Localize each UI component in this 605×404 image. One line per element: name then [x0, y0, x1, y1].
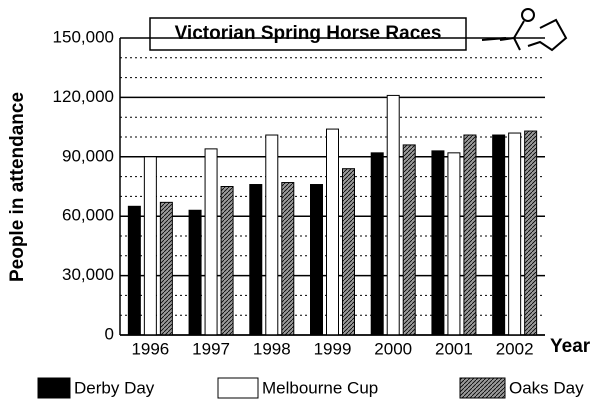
bar-hatch — [464, 135, 476, 335]
bar — [144, 157, 156, 335]
legend-swatch — [218, 378, 258, 398]
bar — [509, 133, 521, 335]
bar — [128, 206, 140, 335]
bar — [205, 149, 217, 335]
y-tick-label: 90,000 — [62, 146, 114, 165]
x-axis-title: Year — [550, 336, 591, 357]
legend-label: Melbourne Cup — [262, 378, 378, 397]
bar — [266, 135, 278, 335]
chart-title: Victorian Spring Horse Races — [175, 23, 442, 44]
bar-hatch — [282, 183, 294, 335]
legend-hatch — [460, 378, 505, 398]
x-tick-label: 1999 — [314, 339, 352, 358]
bar — [448, 153, 460, 335]
bar — [189, 210, 201, 335]
bar — [432, 151, 444, 335]
y-tick-label: 30,000 — [62, 265, 114, 284]
bar-hatch — [343, 169, 355, 335]
y-tick-label: 60,000 — [62, 206, 114, 225]
y-axis-title: People in attendance — [7, 92, 28, 282]
bar — [387, 95, 399, 335]
bar-hatch — [525, 131, 537, 335]
y-tick-label: 0 — [105, 324, 114, 343]
legend-label: Oaks Day — [509, 378, 584, 397]
bar — [311, 185, 323, 335]
x-tick-label: 1996 — [131, 339, 169, 358]
bar-hatch — [160, 202, 172, 335]
chart: Victorian Spring Horse Races People in a… — [0, 0, 605, 404]
x-tick-label: 2002 — [496, 339, 534, 358]
legend-label: Derby Day — [74, 378, 155, 397]
x-tick-label: 2001 — [435, 339, 473, 358]
x-tick-label: 1998 — [253, 339, 291, 358]
bar-hatch — [403, 145, 415, 335]
y-tick-label: 120,000 — [53, 87, 114, 106]
bar — [371, 153, 383, 335]
x-tick-label: 2000 — [374, 339, 412, 358]
bar — [250, 185, 262, 335]
bar-hatch — [221, 187, 233, 336]
y-tick-label: 150,000 — [53, 27, 114, 46]
bar — [493, 135, 505, 335]
bar — [327, 129, 339, 335]
legend-swatch — [38, 378, 70, 398]
horse-icon — [482, 9, 566, 50]
x-tick-label: 1997 — [192, 339, 230, 358]
